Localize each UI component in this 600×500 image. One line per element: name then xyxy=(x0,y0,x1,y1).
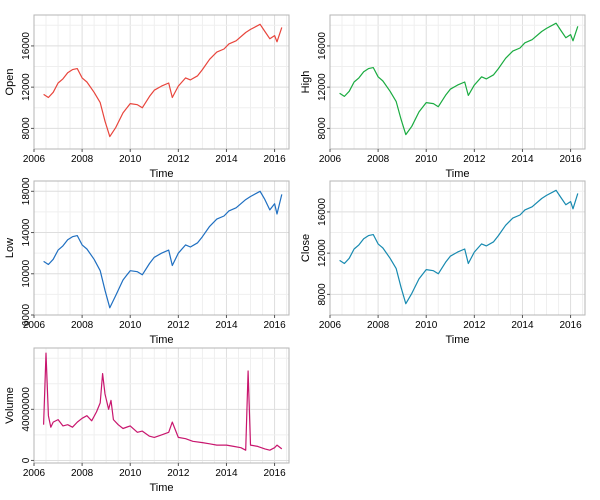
plot-frame xyxy=(329,14,586,150)
y-tick-label: 18000 xyxy=(21,177,32,205)
x-tick-label: 2012 xyxy=(167,320,190,331)
y-axis-title: Open xyxy=(4,69,16,96)
chart-panel-volume: 2006 2008 2010 2012 2014 2016 0 40000000 Time Vol… xyxy=(4,347,290,494)
y-tick-label: 6000 xyxy=(21,303,32,326)
x-tick-label: 2014 xyxy=(511,320,534,331)
x-tick-label: 2014 xyxy=(215,468,238,479)
x-tick-label: 2006 xyxy=(319,154,342,165)
y-axis-title: Low xyxy=(4,238,16,258)
x-tick-label: 2012 xyxy=(167,154,190,165)
plot-area xyxy=(330,181,585,315)
series-line-low xyxy=(43,190,283,309)
y-tick-label: 8000 xyxy=(317,117,328,140)
y-tick-label: 16000 xyxy=(317,32,328,60)
x-tick-label: 2006 xyxy=(319,320,342,331)
plot-area xyxy=(34,15,289,149)
plot-frame xyxy=(329,180,586,316)
series-line-close xyxy=(339,189,579,305)
chart-panel-open: 2006 2008 2010 2012 2014 2016 8000 12000 16000 Ti… xyxy=(4,14,290,180)
x-tick-label: 2016 xyxy=(559,154,582,165)
x-axis-title: Time xyxy=(445,334,469,346)
y-tick-label: 12000 xyxy=(317,239,328,267)
x-axis-title: Time xyxy=(445,168,469,180)
y-tick-label: 0 xyxy=(21,457,32,463)
x-tick-label: 2012 xyxy=(463,154,486,165)
plot-area xyxy=(330,15,585,149)
y-tick-label: 12000 xyxy=(317,73,328,101)
y-tick-label: 8000 xyxy=(21,117,32,140)
plot-frame xyxy=(33,347,290,464)
x-tick-label: 2014 xyxy=(215,154,238,165)
x-tick-label: 2006 xyxy=(23,154,46,165)
x-tick-label: 2012 xyxy=(167,468,190,479)
chart-panel-close: 2006 2008 2010 2012 2014 2016 8000 12000 16000 Ti… xyxy=(300,180,586,346)
y-axis-title: High xyxy=(300,71,312,94)
x-tick-label: 2008 xyxy=(71,468,94,479)
x-tick-label: 2010 xyxy=(119,154,142,165)
chart-panel-high: 2006 2008 2010 2012 2014 2016 8000 12000 16000 Ti… xyxy=(300,14,586,180)
grid xyxy=(329,181,585,316)
x-axis-title: Time xyxy=(149,334,173,346)
x-tick-label: 2010 xyxy=(119,320,142,331)
x-axis-title: Time xyxy=(149,482,173,494)
x-tick-label: 2008 xyxy=(367,154,390,165)
series-line-volume xyxy=(43,352,283,451)
y-tick-label: 8000 xyxy=(317,283,328,306)
y-axis-title: Close xyxy=(300,234,312,262)
x-tick-label: 2010 xyxy=(415,154,438,165)
x-tick-label: 2008 xyxy=(71,154,94,165)
x-tick-label: 2012 xyxy=(463,320,486,331)
x-tick-label: 2008 xyxy=(367,320,390,331)
x-tick-label: 2016 xyxy=(263,468,286,479)
x-tick-label: 2008 xyxy=(71,320,94,331)
y-tick-label: 14000 xyxy=(21,218,32,246)
x-axis-title: Time xyxy=(149,168,173,180)
chart-panel-low: 2006 2008 2010 2012 2014 2016 6000 10000 14000 18… xyxy=(4,177,290,346)
y-tick-label: 12000 xyxy=(21,73,32,101)
x-tick-label: 2014 xyxy=(511,154,534,165)
plot-frame xyxy=(33,14,290,150)
series-line-high xyxy=(339,22,579,136)
series-line-open xyxy=(43,23,283,138)
y-tick-label: 40000000 xyxy=(21,387,32,432)
y-tick-label: 16000 xyxy=(21,32,32,60)
x-tick-label: 2014 xyxy=(215,320,238,331)
plot-frame xyxy=(33,180,290,316)
x-tick-label: 2006 xyxy=(23,468,46,479)
plot-area xyxy=(34,181,289,315)
y-tick-label: 16000 xyxy=(317,198,328,226)
x-tick-label: 2016 xyxy=(559,320,582,331)
y-tick-label: 10000 xyxy=(21,259,32,287)
x-tick-label: 2016 xyxy=(263,154,286,165)
x-tick-label: 2010 xyxy=(119,468,142,479)
y-axis-title: Volume xyxy=(4,387,16,424)
x-tick-label: 2016 xyxy=(263,320,286,331)
x-tick-label: 2010 xyxy=(415,320,438,331)
grid xyxy=(33,15,289,150)
x-tick-label: 2006 xyxy=(23,320,46,331)
